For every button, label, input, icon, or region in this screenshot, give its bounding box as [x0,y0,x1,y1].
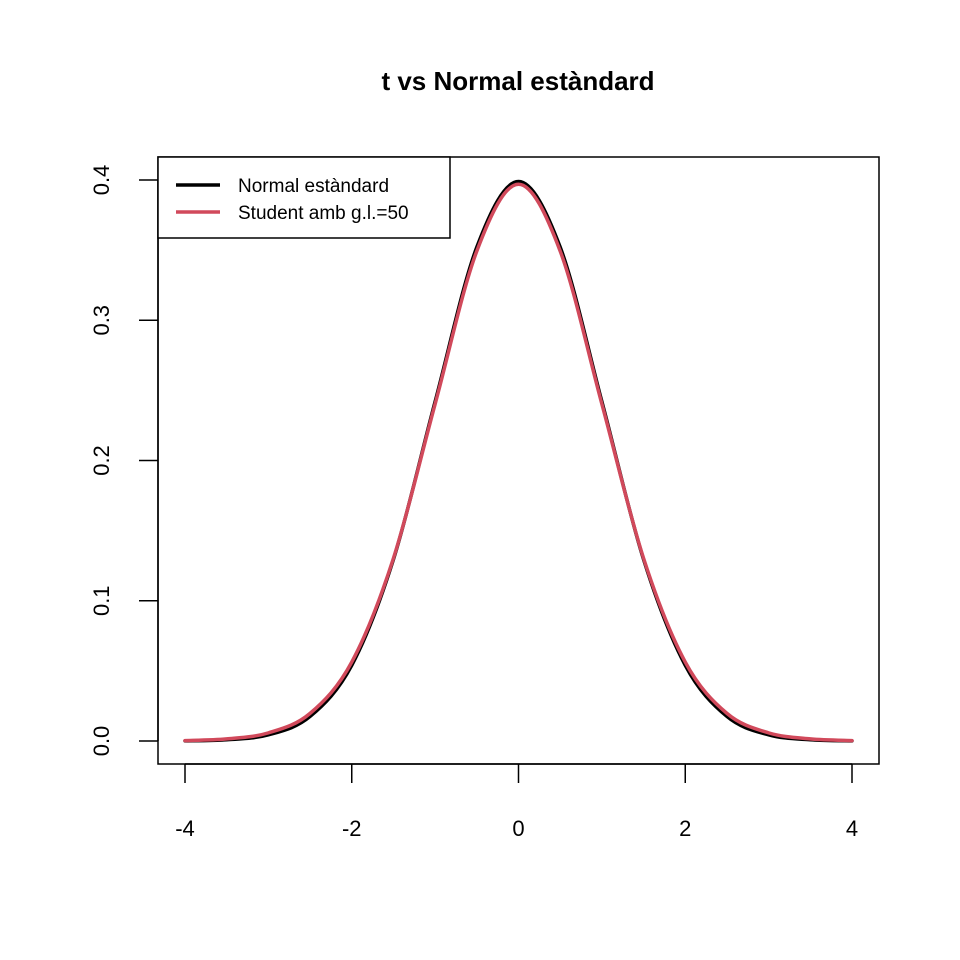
y-tick-label: 0.2 [89,445,114,476]
plot-frame [157,156,880,765]
y-tick-label: 0.4 [89,165,114,196]
series-line-normal [183,179,854,743]
legend-label-normal: Normal estàndard [238,176,389,197]
x-tick-label: -4 [175,816,195,841]
x-tick-label: -2 [342,816,362,841]
x-tick-label: 4 [846,816,858,841]
y-tick-label: 0.3 [89,305,114,336]
y-axis: 0.0 0.1 0.2 0.3 0.4 [89,165,159,757]
chart-title: t vs Normal estàndard [381,66,654,96]
y-tick-label: 0.0 [89,726,114,757]
x-tick-label: 2 [679,816,691,841]
x-tick-label: 0 [512,816,524,841]
legend-box [157,156,451,239]
legend: Normal estàndard Student amb g.l.=50 [157,156,451,239]
y-tick-label: 0.1 [89,585,114,616]
series-layer [183,179,854,743]
legend-label-student: Student amb g.l.=50 [238,203,409,224]
x-axis: -4 -2 0 2 4 [175,763,858,841]
series-line-student [183,182,854,743]
